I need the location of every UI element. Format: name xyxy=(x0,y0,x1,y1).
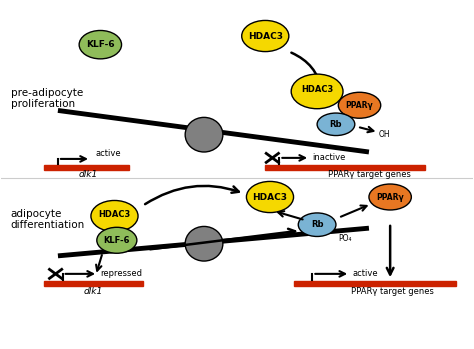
Text: PPARγ target genes: PPARγ target genes xyxy=(351,287,434,296)
Bar xyxy=(44,281,143,286)
Bar xyxy=(44,165,128,170)
Text: PO₄: PO₄ xyxy=(338,234,352,243)
Text: dlk1: dlk1 xyxy=(79,170,98,179)
Text: dlk1: dlk1 xyxy=(83,287,103,296)
Text: inactive: inactive xyxy=(312,153,346,162)
Ellipse shape xyxy=(185,227,223,261)
Ellipse shape xyxy=(246,181,293,213)
Bar xyxy=(265,165,426,170)
Text: adipocyte
differentiation: adipocyte differentiation xyxy=(11,209,85,230)
Ellipse shape xyxy=(338,92,381,118)
Text: pre-adipocyte
proliferation: pre-adipocyte proliferation xyxy=(11,88,83,109)
Bar xyxy=(293,281,456,286)
Ellipse shape xyxy=(291,74,343,109)
Ellipse shape xyxy=(97,227,137,253)
Text: HDAC3: HDAC3 xyxy=(301,85,333,94)
Text: repressed: repressed xyxy=(100,269,142,279)
Ellipse shape xyxy=(91,200,138,232)
Text: HDAC3: HDAC3 xyxy=(248,31,283,40)
Ellipse shape xyxy=(317,113,355,135)
Text: HDAC3: HDAC3 xyxy=(99,210,131,219)
Text: KLF-6: KLF-6 xyxy=(104,236,130,245)
Text: Rb: Rb xyxy=(330,120,342,129)
Text: OH: OH xyxy=(378,130,390,139)
Ellipse shape xyxy=(79,30,121,59)
Text: HDAC3: HDAC3 xyxy=(253,193,288,201)
Text: active: active xyxy=(353,269,378,279)
Text: PPARγ target genes: PPARγ target genes xyxy=(328,170,410,179)
Text: active: active xyxy=(96,149,121,158)
Ellipse shape xyxy=(298,213,336,237)
Ellipse shape xyxy=(185,117,223,152)
Ellipse shape xyxy=(369,184,411,210)
Text: Rb: Rb xyxy=(311,220,323,229)
Text: KLF-6: KLF-6 xyxy=(86,40,115,49)
Ellipse shape xyxy=(242,21,289,52)
Text: PPARγ: PPARγ xyxy=(376,193,404,201)
Text: PPARγ: PPARγ xyxy=(346,101,374,110)
